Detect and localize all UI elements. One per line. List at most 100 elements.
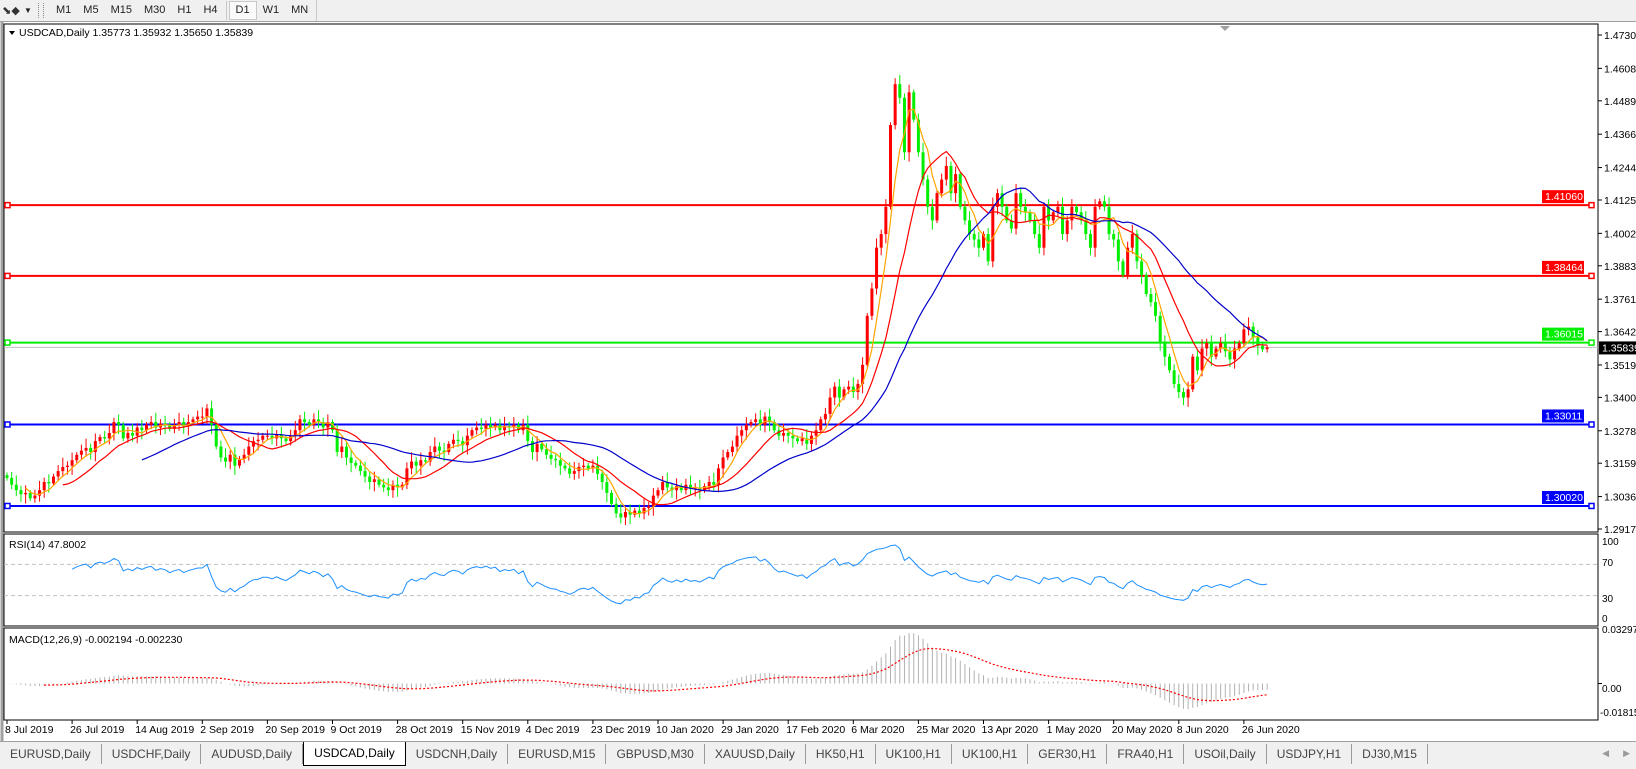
time-tick-label: 6 Mar 2020 [851,724,904,736]
time-tick-label: 20 Sep 2019 [265,724,325,736]
toolbar-grip[interactable] [38,3,44,18]
bear-candle [977,239,981,248]
timeframe-m5-button[interactable]: M5 [83,4,99,16]
tab-usdchf-daily[interactable]: USDCHF,Daily [102,744,202,764]
timeframe-m15-button[interactable]: M15 [110,4,132,16]
bull-candle [33,495,37,499]
line-handle-right [1588,421,1595,428]
bull-candle [70,460,74,466]
bull-candle [842,389,846,398]
bull-candle [52,476,55,484]
timeframe-m1-button[interactable]: M1 [56,4,72,16]
tools-dropdown-arrow-icon[interactable]: ▼ [24,6,32,15]
tab-gbpusd-m30[interactable]: GBPUSD,M30 [606,744,705,764]
price-tick-label: 1.30365 [1604,492,1636,504]
bull-candle [726,452,730,458]
bear-candle [837,386,841,398]
timeframe-d1-button[interactable]: D1 [228,1,257,20]
tab-audusd-daily[interactable]: AUDUSD,Daily [201,744,304,764]
bear-candle [921,152,925,180]
chart-background [0,22,1636,741]
bear-candle [902,97,906,153]
tab-hk50-h1[interactable]: HK50,H1 [806,744,876,764]
chart-tabs-bar: EURUSD,Daily USDCHF,Daily AUDUSD,Daily U… [0,741,1636,769]
bear-candle [786,432,790,436]
timeframe-m30-button[interactable]: M30 [143,4,166,16]
tab-uk100-h1[interactable]: UK100,H1 [876,744,952,764]
tab-usdcnh-daily[interactable]: USDCNH,Daily [406,744,509,764]
bull-candle [744,424,748,431]
time-tick-label: 17 Feb 2020 [786,724,845,736]
tab-eurusd-m15[interactable]: EURUSD,M15 [508,744,607,764]
bull-candle [372,479,376,482]
scroll-tabs-right-icon[interactable]: ▶ [1623,748,1630,758]
tab-xauusd-daily[interactable]: XAUUSD,Daily [705,744,806,764]
bull-candle [856,383,860,393]
tab-usoil-daily[interactable]: USOil,Daily [1184,744,1267,764]
timeframe-mn-button[interactable]: MN [291,4,309,16]
time-tick-label: 15 Nov 2019 [461,724,521,736]
bear-candle [530,441,534,453]
bull-candle [656,490,660,496]
bear-candle [1163,343,1167,357]
bear-candle [214,424,218,447]
bull-candle [572,471,576,474]
bear-candle [851,386,855,393]
bear-candle [586,465,590,469]
scroll-tabs-left-icon[interactable]: ◀ [1602,748,1610,758]
timeframe-h4-button[interactable]: H4 [203,4,218,16]
bear-candle [712,481,716,485]
bull-candle [238,458,241,466]
bear-candle [456,439,460,442]
bull-candle [582,465,586,468]
bull-candle [707,481,711,487]
bull-candle [954,174,958,194]
bear-candle [354,462,358,466]
price-tick-label: 1.36420 [1604,327,1636,339]
rsi-pane [3,533,1599,627]
bear-candle [335,430,339,453]
price-tick-label: 1.43665 [1604,129,1636,141]
bull-candle [823,413,827,420]
timeframe-w1-button[interactable]: W1 [262,4,280,16]
bear-candle [1261,345,1264,350]
bear-candle [968,220,972,235]
bear-candle [1181,392,1185,398]
bull-candle [661,481,665,491]
tab-usdcad-daily[interactable]: USDCAD,Daily [303,742,406,766]
chart-shift-marker-icon[interactable] [1220,26,1230,31]
bear-candle [1037,234,1041,248]
bull-candle [828,397,832,414]
tab-eurusd-daily[interactable]: EURUSD,Daily [0,744,102,764]
bull-candle [56,471,60,477]
bull-candle [893,84,897,126]
time-tick-label: 28 Oct 2019 [396,724,453,736]
toolbar-separator [316,0,318,21]
bear-candle [1158,315,1162,344]
bear-candle [489,424,493,428]
timeframe-toolbar: ⬊◆ ▼ M1 M5 M15 M30 H1 H4 D1 W1 MN [0,0,1636,22]
tab-usdjpy-h1[interactable]: USDJPY,H1 [1267,744,1353,764]
bear-candle [479,427,483,429]
bull-candle [940,179,944,194]
support-price-label: 1.33011 [1545,410,1582,422]
bear-candle [605,481,609,493]
price-tick-label: 1.32780 [1604,426,1636,438]
cursor-tools-icon[interactable]: ⬊◆ [2,5,20,17]
bear-candle [182,422,186,427]
tab-fra40-h1[interactable]: FRA40,H1 [1107,744,1185,764]
tab-dj30-m15[interactable]: DJ30,M15 [1352,744,1428,764]
bear-candle [1168,356,1171,371]
bull-candle [1219,343,1223,349]
bull-candle [879,234,883,248]
macd-tick-top: 0.032972 [1602,625,1636,636]
pane-collapse-triangle-icon[interactable] [9,31,15,35]
tab-uk100-h1-2[interactable]: UK100,H1 [952,744,1029,764]
bull-candle [247,446,251,455]
bear-candle [233,454,237,466]
rsi-line [71,544,1268,605]
price-chart[interactable]: 1.47305 1.46080 1.44890 1.43665 1.42440 1.412… [0,0,1636,741]
bear-candle [526,424,530,442]
timeframe-h1-button[interactable]: H1 [177,4,192,16]
tab-ger30-h1[interactable]: GER30,H1 [1028,744,1108,764]
